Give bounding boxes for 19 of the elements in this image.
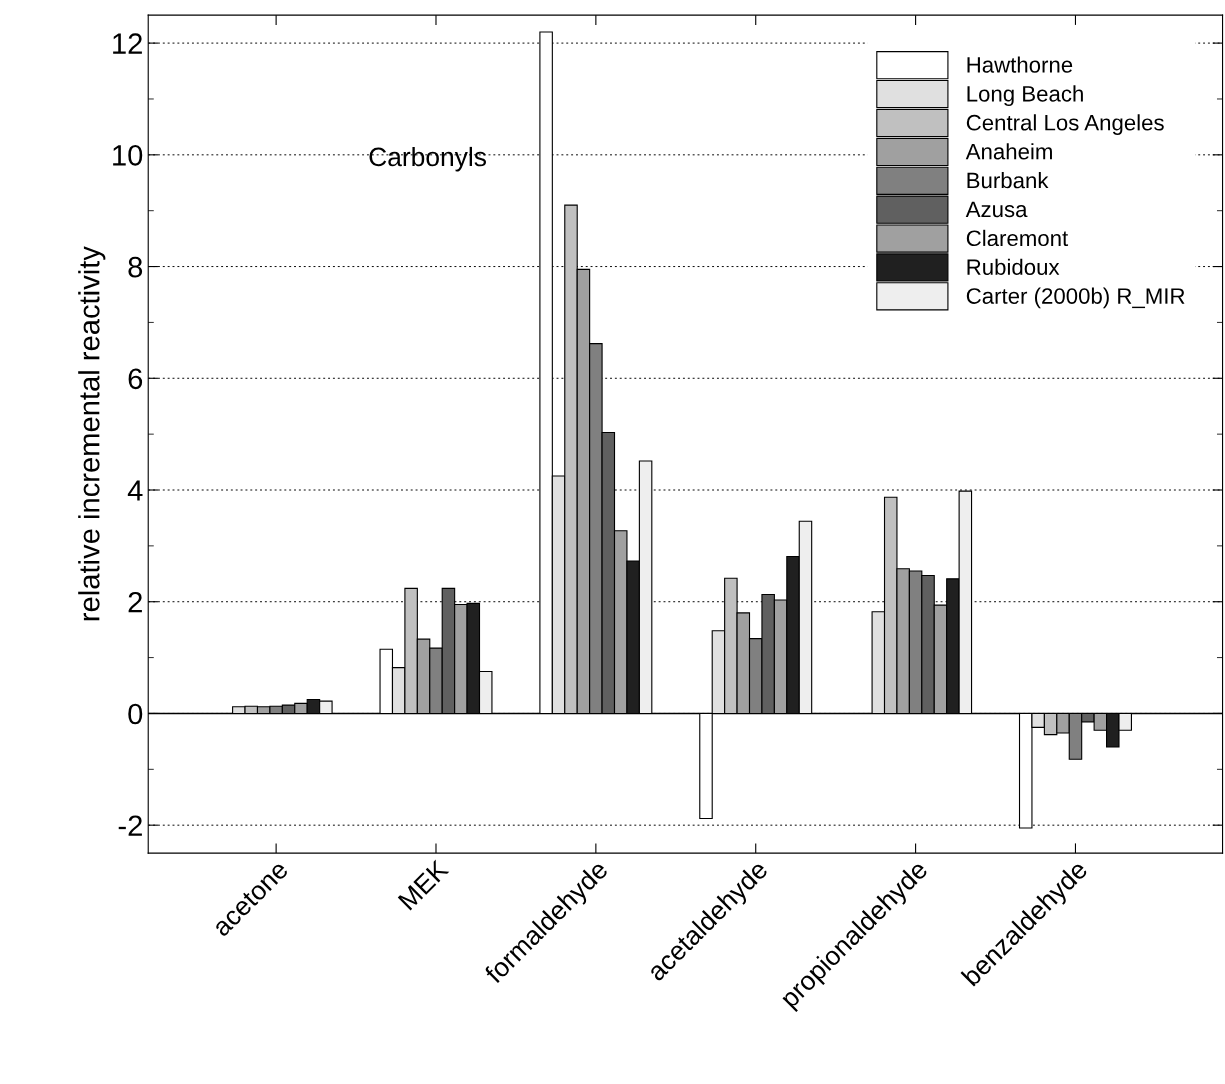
y-tick-label: 6 [128,368,143,390]
legend-label: Claremont [966,229,1069,247]
legend-label: Central Los Angeles [966,114,1164,135]
y-tick-label: -2 [118,815,142,836]
y-tick-label: 2 [128,591,142,613]
y-tick-label: 4 [127,480,143,501]
y-axis-title: relative incremental reactivity [78,246,106,621]
legend-label: Rubidoux [967,258,1060,276]
legend-label: Azusa [965,201,1028,218]
y-tick-label: 10 [113,145,143,166]
y-tick-label: 0 [128,703,143,725]
legend-label: Anaheim [965,143,1052,160]
y-tick-label: 12 [113,33,142,54]
legend-label: Hawthorne [967,56,1073,73]
y-tick-label: 8 [128,256,143,278]
legend-label: Carter (2000b) R_MIR [966,287,1185,309]
legend-label: Long Beach [967,85,1083,107]
legend-label: Burbank [967,172,1049,189]
annotation: Carbonyls [369,146,486,172]
